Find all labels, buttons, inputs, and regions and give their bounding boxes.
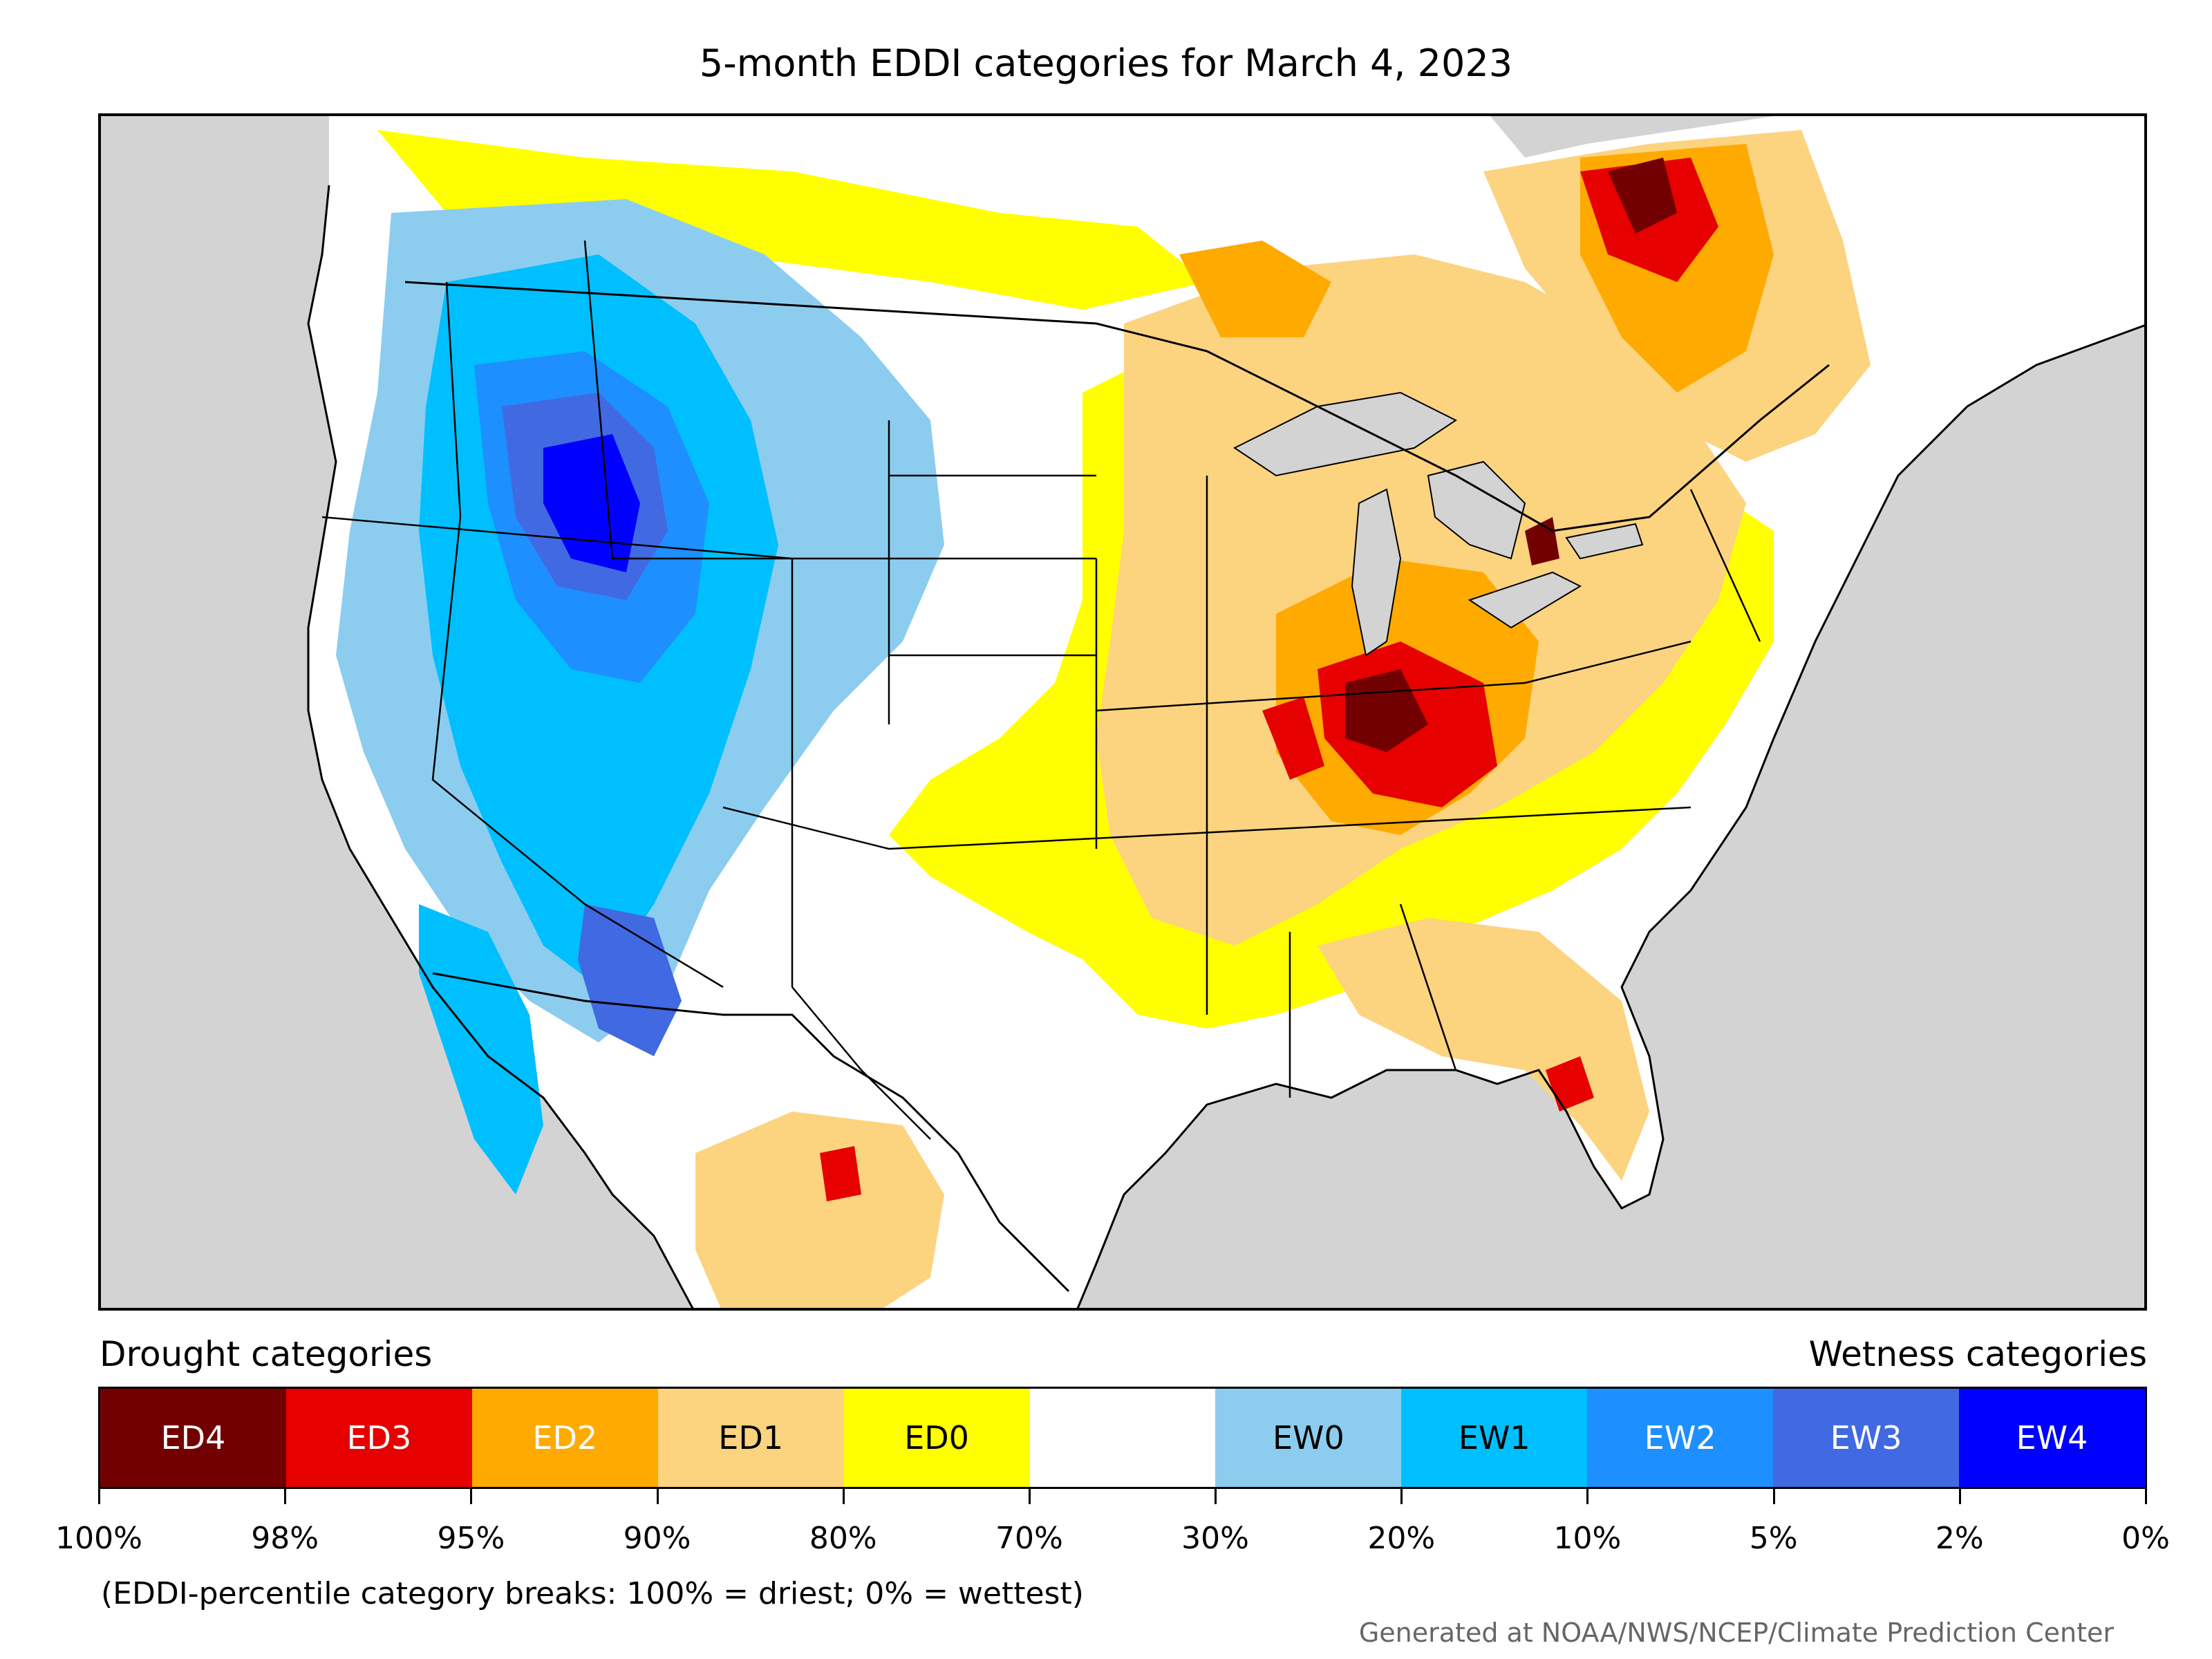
colorbar-segment-neutral <box>1029 1389 1216 1487</box>
colorbar-segment-ew2: EW2 <box>1587 1389 1774 1487</box>
colorbar-segment-ed3: ED3 <box>285 1389 472 1487</box>
us-mexico-border <box>432 972 1070 1293</box>
colorbar-segment-ew3: EW3 <box>1773 1389 1960 1487</box>
colorbar-ticks: 100% 98% 95% 90% 80% 70% 30% 20% 10% 5% 2% 0% <box>55 1489 2170 1572</box>
colorbar-segment-ed1: ED1 <box>657 1389 844 1487</box>
tick-mark <box>1400 1489 1403 1504</box>
tick-label: 20% <box>1367 1521 1436 1556</box>
percentile-note: (EDDI-percentile category breaks: 100% =… <box>101 1576 1084 1611</box>
colorbar-segment-ed2: ED2 <box>471 1389 658 1487</box>
ed2-region-minnesota <box>1179 241 1331 337</box>
tick-label: 5% <box>1749 1521 1798 1556</box>
ed3-region-missouri <box>1262 697 1324 780</box>
drought-categories-heading: Drought categories <box>100 1334 433 1374</box>
ed1-region-southeast <box>1318 918 1649 1181</box>
colorbar-segment-ed0: ED0 <box>843 1389 1030 1487</box>
tick-mark <box>842 1489 845 1504</box>
tick-mark <box>2145 1489 2147 1504</box>
tick-mark <box>656 1489 659 1504</box>
map-title: 5-month EDDI categories for March 4, 202… <box>699 41 1513 85</box>
us-canada-border <box>404 281 1830 532</box>
colorbar-segment-ew0: EW0 <box>1215 1389 1402 1487</box>
ew4-region <box>543 434 640 572</box>
tick-label: 70% <box>995 1521 1063 1556</box>
tick-mark <box>1958 1489 1961 1504</box>
lake-huron <box>1427 460 1526 560</box>
lake-erie <box>1468 571 1582 629</box>
tick-label: 30% <box>1181 1521 1249 1556</box>
coastline <box>307 185 2144 1308</box>
tick-label: 95% <box>437 1521 505 1556</box>
tick-mark <box>1586 1489 1589 1504</box>
ed1-region-texas <box>695 1112 944 1308</box>
ed4-region-quebec <box>1608 158 1677 234</box>
colorbar-segment-ew1: EW1 <box>1401 1389 1588 1487</box>
tick-label: 98% <box>251 1521 319 1556</box>
lake-ontario <box>1565 523 1644 560</box>
tick-mark <box>1215 1489 1217 1504</box>
lake-michigan <box>1351 488 1402 657</box>
colorbar: ED4 ED3 ED2 ED1 ED0 EW0 EW1 EW2 EW3 EW4 <box>98 1387 2147 1489</box>
ed3-region-texas <box>820 1146 861 1201</box>
wetness-categories-heading: Wetness categories <box>1808 1334 2147 1374</box>
tick-label: 0% <box>2121 1521 2170 1556</box>
tick-label: 100% <box>55 1521 142 1556</box>
lake-superior <box>1233 391 1457 477</box>
tick-label: 2% <box>1935 1521 1984 1556</box>
tick-mark <box>1772 1489 1775 1504</box>
tick-label: 80% <box>809 1521 877 1556</box>
tick-mark <box>284 1489 287 1504</box>
colorbar-segment-ew4: EW4 <box>1959 1389 2145 1487</box>
credit-line: Generated at NOAA/NWS/NCEP/Climate Predi… <box>1358 1618 2114 1648</box>
tick-mark <box>470 1489 473 1504</box>
ed0-region-north <box>377 130 1207 310</box>
tick-mark <box>98 1489 100 1504</box>
eddi-map <box>98 113 2147 1311</box>
tick-label: 10% <box>1553 1521 1622 1556</box>
tick-mark <box>1028 1489 1031 1504</box>
map-svg <box>307 116 2144 1308</box>
tick-label: 90% <box>623 1521 691 1556</box>
colorbar-segment-ed4: ED4 <box>100 1389 286 1487</box>
ew3-region-arizona <box>578 904 682 1056</box>
state-borders <box>321 240 1761 1140</box>
